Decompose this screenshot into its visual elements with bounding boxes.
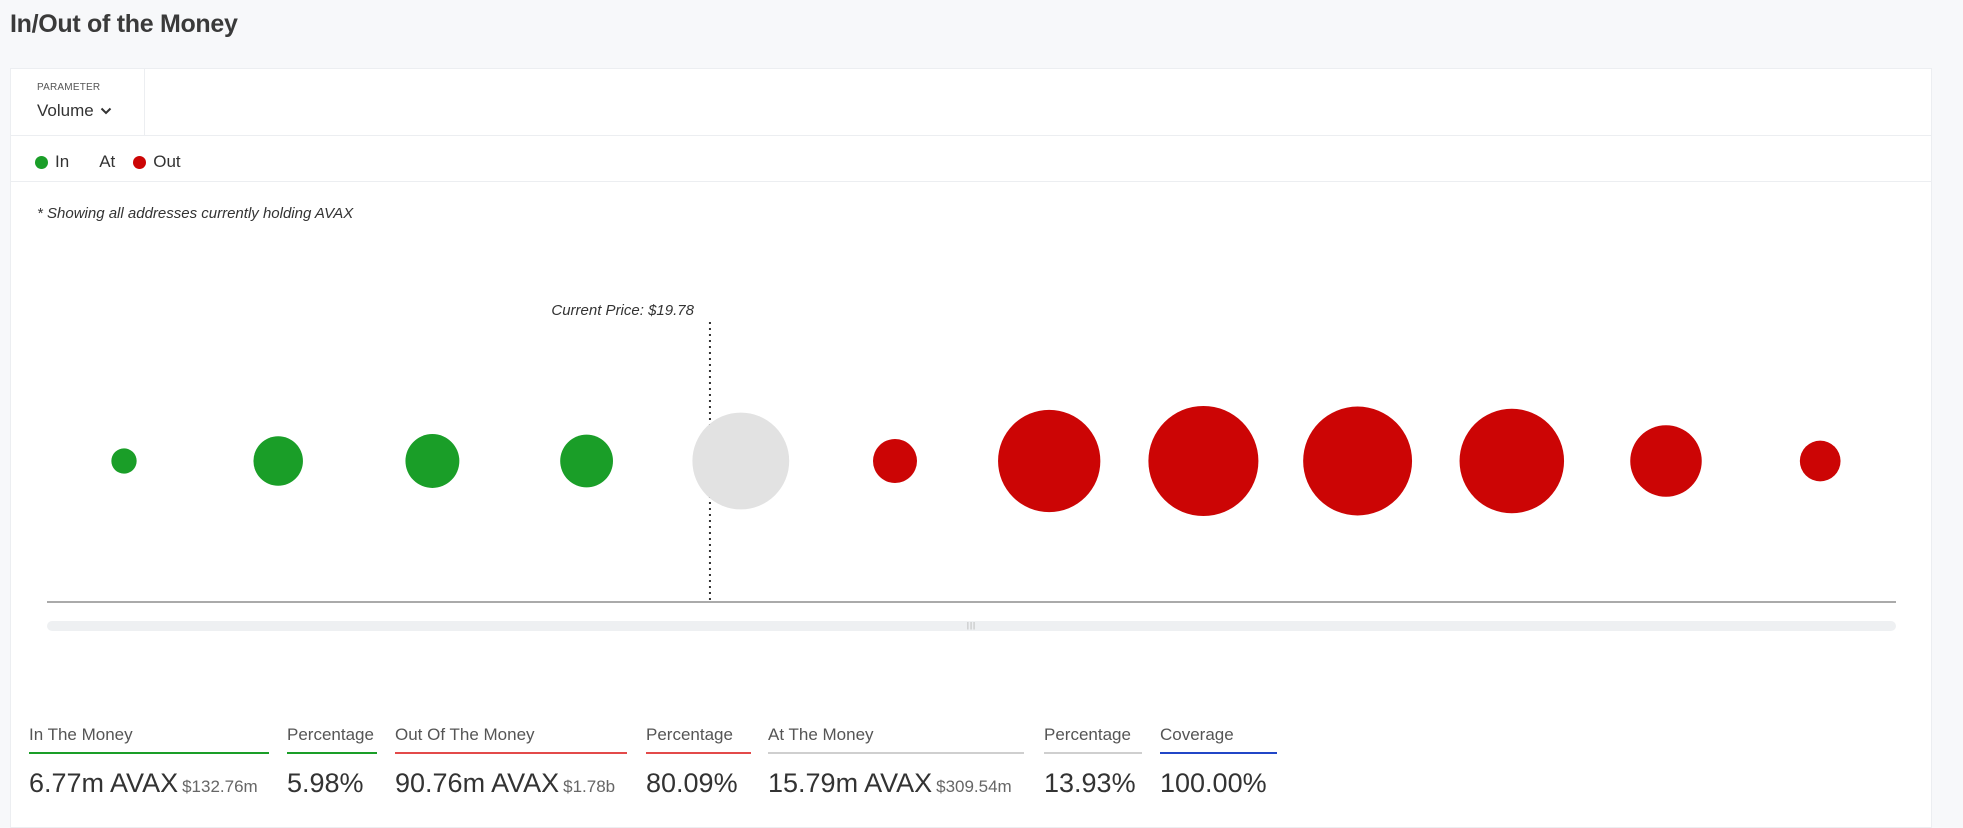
bubble-out[interactable] [998, 409, 1101, 513]
legend-item-out[interactable]: Out [133, 152, 181, 172]
bubble-out[interactable] [1459, 408, 1565, 514]
bubble-in[interactable] [405, 434, 460, 488]
stat-value-text: 90.76m AVAX [395, 768, 560, 798]
stat-value-text: 80.09% [646, 768, 738, 798]
bubble-out[interactable] [873, 439, 917, 483]
stat-label: Percentage [287, 725, 377, 754]
bubble-out[interactable] [1799, 440, 1841, 482]
stat-value-text: 100.00% [1160, 768, 1267, 798]
stat-out-of-the-money: Out Of The Money 90.76m AVAX $1.78b [395, 725, 627, 799]
legend-dot-in [35, 155, 48, 169]
legend-item-in[interactable]: In [35, 152, 69, 172]
current-price-label: Current Price: $19.78 [551, 302, 694, 319]
page-title: In/Out of the Money [10, 10, 238, 38]
holding-note: * Showing all addresses currently holdin… [37, 205, 354, 222]
stat-value: 6.77m AVAX $132.76m [29, 768, 269, 799]
legend-item-at[interactable]: At [99, 152, 115, 172]
stat-value-text: 6.77m AVAX [29, 768, 179, 798]
legend-label-at: At [99, 152, 116, 171]
stat-value: 5.98% [287, 768, 377, 799]
stat-value-text: 13.93% [1044, 768, 1136, 798]
bubble-out[interactable] [1630, 425, 1702, 497]
parameter-select[interactable]: Volume [37, 101, 113, 121]
stat-sub-value: $309.54m [936, 777, 1012, 796]
stat-value-text: 5.98% [287, 768, 364, 798]
stat-label: Percentage [646, 725, 751, 754]
stat-value: 90.76m AVAX $1.78b [395, 768, 627, 799]
stat-percentage: Percentage 80.09% [646, 725, 751, 799]
stat-value-text: 15.79m AVAX [768, 768, 933, 798]
legend: In At Out [35, 149, 207, 175]
stat-label: In The Money [29, 725, 269, 754]
stat-label: At The Money [768, 725, 1024, 754]
legend-label-out: Out [153, 152, 181, 171]
stat-label: Out Of The Money [395, 725, 627, 754]
divider [11, 181, 1931, 182]
legend-label-in: In [55, 152, 70, 171]
bubble-in[interactable] [560, 434, 613, 488]
chevron-down-icon [100, 107, 111, 115]
bubble-chart: Current Price: $19.78$0.00to$0.00$0.0000… [47, 302, 1896, 603]
stat-at-the-money: At The Money 15.79m AVAX $309.54m [768, 725, 1024, 799]
bubble-out[interactable] [1148, 406, 1259, 516]
stat-value: 15.79m AVAX $309.54m [768, 768, 1024, 799]
stat-label: Coverage [1160, 725, 1277, 754]
parameter-value: Volume [37, 101, 94, 120]
stat-percentage: Percentage 13.93% [1044, 725, 1142, 799]
stat-value: 80.09% [646, 768, 751, 799]
stat-value: 100.00% [1160, 768, 1277, 799]
bubble-in[interactable] [111, 448, 137, 474]
stat-in-the-money: In The Money 6.77m AVAX $132.76m [29, 725, 269, 799]
stat-percentage: Percentage 5.98% [287, 725, 377, 799]
bubble-out[interactable] [1303, 406, 1413, 516]
bubble-at[interactable] [692, 412, 790, 510]
legend-dot-out [133, 155, 147, 169]
stat-label: Percentage [1044, 725, 1142, 754]
parameter-box: PARAMETER Volume [11, 69, 145, 135]
divider [11, 135, 1931, 136]
bubble-in[interactable] [253, 436, 303, 486]
chart-scrollbar[interactable]: ||| [47, 621, 1896, 631]
chart-card: PARAMETER Volume In At Out * Showing all… [10, 68, 1932, 828]
stat-value: 13.93% [1044, 768, 1142, 799]
scrollbar-grip[interactable]: ||| [966, 621, 977, 630]
stat-sub-value: $132.76m [182, 777, 258, 796]
parameter-label: PARAMETER [37, 82, 101, 93]
stat-sub-value: $1.78b [563, 777, 616, 796]
stat-coverage: Coverage 100.00% [1160, 725, 1277, 799]
